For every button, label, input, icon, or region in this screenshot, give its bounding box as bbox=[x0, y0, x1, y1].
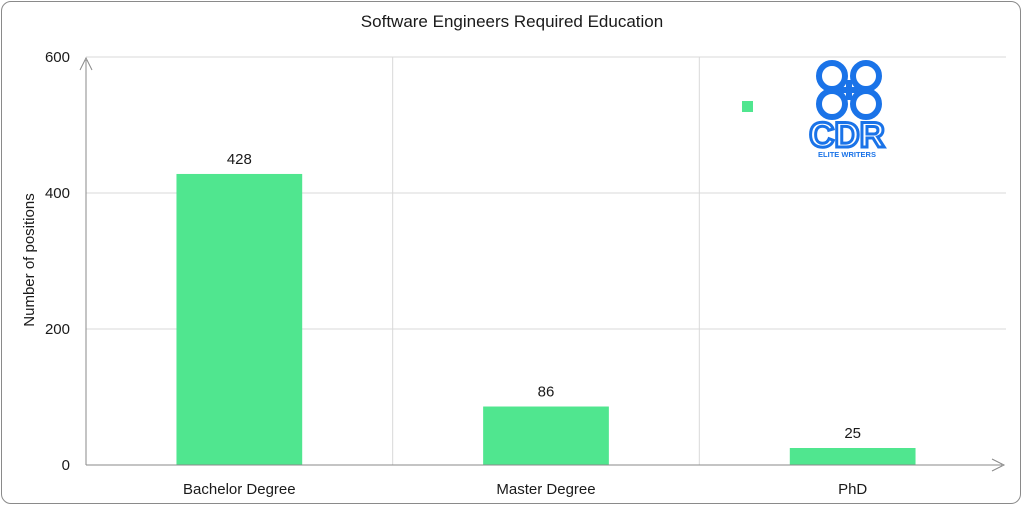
bar bbox=[789, 448, 916, 465]
axes bbox=[79, 56, 1006, 472]
bars bbox=[176, 173, 916, 465]
y-axis-arrow bbox=[79, 56, 93, 71]
bar bbox=[176, 173, 303, 465]
data-label: 25 bbox=[844, 425, 861, 442]
bar bbox=[483, 406, 609, 465]
x-tick-label: PhD bbox=[838, 481, 867, 498]
y-axis-title: Number of positions bbox=[21, 193, 38, 326]
y-tick-label: 400 bbox=[45, 185, 70, 202]
y-tick-label: 200 bbox=[45, 321, 70, 338]
axis-labels: 0 200 400 600 428 Bachelor Degree 86 Master Deg… bbox=[45, 49, 867, 498]
y-tick-label: 0 bbox=[62, 457, 70, 474]
x-tick-label: Master Degree bbox=[496, 481, 595, 498]
data-label: 86 bbox=[538, 384, 555, 401]
logo-subtext: ELITE WRITERS bbox=[818, 150, 876, 159]
data-label: 428 bbox=[227, 151, 252, 168]
x-tick-label: Bachelor Degree bbox=[183, 481, 296, 498]
legend-marker bbox=[742, 101, 753, 112]
logo-mark-icon bbox=[816, 60, 882, 120]
chart-title: Software Engineers Required Education bbox=[360, 12, 664, 31]
y-tick-label: 600 bbox=[45, 49, 70, 66]
logo-text: CDR bbox=[809, 116, 885, 155]
x-axis-arrow bbox=[991, 458, 1006, 472]
cdr-logo: CDR ELITE WRITERS bbox=[808, 60, 886, 159]
